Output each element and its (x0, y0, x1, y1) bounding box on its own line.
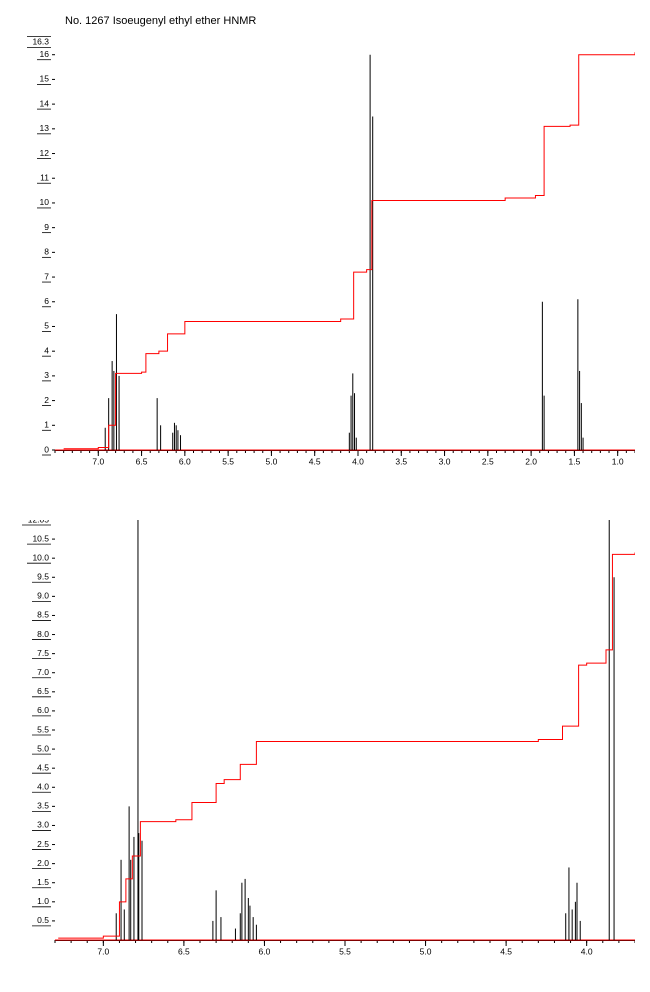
x-tick-label: 2.5 (482, 456, 494, 466)
y-tick-label: 9 (44, 222, 49, 232)
x-tick-label: 5.5 (222, 456, 234, 466)
y-tick-label: 1.0 (37, 896, 49, 906)
y-tick-label: 12 (40, 148, 50, 158)
y-tick-label: 8.5 (37, 610, 49, 620)
y-tick-label: 15 (40, 74, 50, 84)
y-tick-label: 13 (40, 123, 50, 133)
y-tick-label: 2.5 (37, 839, 49, 849)
y-tick-label: 8.0 (37, 629, 49, 639)
x-tick-label: 4.0 (352, 456, 364, 466)
y-tick-label: 7 (44, 271, 49, 281)
y-tick-label: 1 (44, 420, 49, 430)
integral-curve (58, 552, 635, 938)
y-tick-label: 16 (40, 49, 50, 59)
x-tick-label: 1.0 (612, 456, 624, 466)
x-tick-label: 6.0 (259, 946, 271, 956)
y-tick-label: 3.0 (37, 820, 49, 830)
y-tick-label: 0.5 (37, 915, 49, 925)
chart-2: 7.0 6.5 6.0 5.5 5.0 4.5 4.0 0.5 1.0 1.5 2.0 2.5 3.0 3… (15, 520, 635, 960)
y-tick-label: 6.0 (37, 705, 49, 715)
y-tick-label: 6 (44, 296, 49, 306)
y-top-label: 12.05 (28, 520, 50, 524)
y-tick-label: 4.0 (37, 782, 49, 792)
x-tick-label: 6.5 (178, 946, 190, 956)
y-tick-label: 9.0 (37, 591, 49, 601)
x-tick-label: 6.5 (136, 456, 148, 466)
x-tick-label: 2.0 (525, 456, 537, 466)
x-tick-label: 4.5 (309, 456, 321, 466)
y-tick-label: 7.5 (37, 648, 49, 658)
y-tick-label: 14 (40, 98, 50, 108)
y-tick-label: 6.5 (37, 686, 49, 696)
y-tick-label: 7.0 (37, 667, 49, 677)
x-tick-label: 5.0 (420, 946, 432, 956)
y-tick-label: 1.5 (37, 877, 49, 887)
chart-1: 7.0 6.5 6.0 5.5 5.0 4.5 4.0 3.5 3.0 2.5 2.0 1.5 1.0 0… (15, 30, 635, 470)
y-tick-label: 10.0 (32, 552, 49, 562)
x-tick-label: 3.0 (439, 456, 451, 466)
y-tick-label: 2 (44, 395, 49, 405)
x-tick-label: 3.5 (395, 456, 407, 466)
y-tick-label: 10 (40, 197, 50, 207)
y-tick-label: 11 (40, 172, 49, 182)
y-tick-label: 10.5 (32, 533, 49, 543)
y-tick-label: 5.0 (37, 743, 49, 753)
y-tick-label: 4 (44, 345, 49, 355)
y-tick-label: 5.5 (37, 724, 49, 734)
x-tick-label: 5.0 (266, 456, 278, 466)
integral-curve (64, 52, 635, 449)
y-top-label: 16.3 (32, 37, 49, 47)
x-tick-label: 1.5 (568, 456, 580, 466)
y-tick-label: 9.5 (37, 572, 49, 582)
y-tick-label: 0 (44, 444, 49, 454)
x-tick-label: 7.0 (92, 456, 104, 466)
x-tick-label: 5.5 (339, 946, 351, 956)
chart-title: No. 1267 Isoeugenyl ethyl ether HNMR (65, 15, 256, 27)
y-tick-label: 5 (44, 321, 49, 331)
x-tick-label: 4.0 (581, 946, 593, 956)
y-tick-label: 8 (44, 247, 49, 257)
y-tick-label: 3.5 (37, 801, 49, 811)
x-tick-label: 7.0 (97, 946, 109, 956)
y-tick-label: 2.0 (37, 858, 49, 868)
x-tick-label: 4.5 (500, 946, 512, 956)
y-tick-label: 4.5 (37, 762, 49, 772)
x-tick-label: 6.0 (179, 456, 191, 466)
y-tick-label: 3 (44, 370, 49, 380)
